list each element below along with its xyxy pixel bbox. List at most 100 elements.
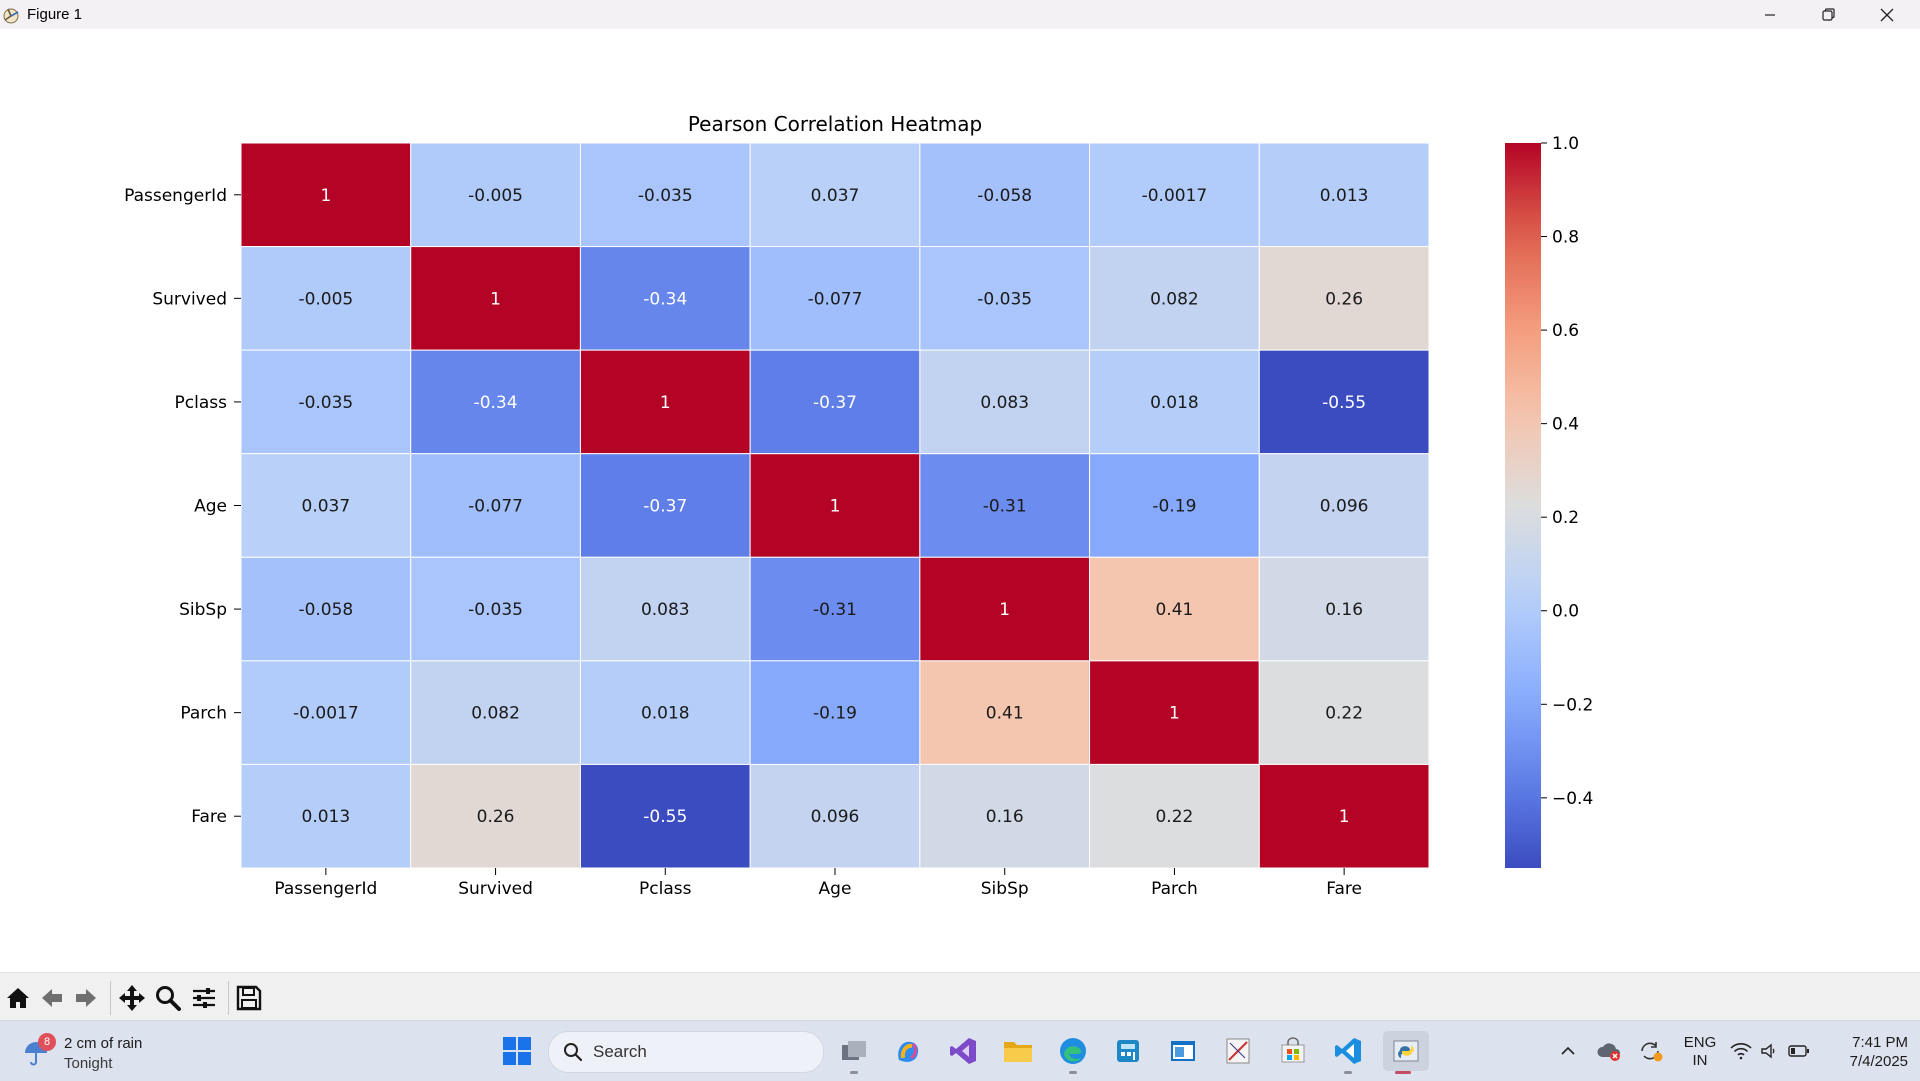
cell-annotation: 1	[660, 393, 671, 413]
cell-annotation: 0.018	[641, 704, 690, 724]
cell-annotation: 0.013	[1320, 186, 1369, 206]
cell-annotation: -0.077	[808, 289, 863, 309]
task-view-button[interactable]	[834, 1031, 874, 1074]
save-button[interactable]	[234, 983, 264, 1013]
file-explorer-button[interactable]	[998, 1031, 1038, 1071]
cell-annotation: 1	[999, 600, 1010, 620]
colorbar-tick-label: 0.0	[1552, 602, 1579, 622]
colorbar-tick-label: 0.4	[1552, 415, 1579, 435]
cell-annotation: -0.035	[298, 393, 353, 413]
heatmap-cell	[579, 349, 751, 455]
cell-annotation: 0.22	[1325, 704, 1363, 724]
start-button[interactable]	[497, 1031, 537, 1071]
heatmap-cell	[1258, 660, 1430, 765]
cell-annotation: 0.018	[1150, 393, 1199, 413]
y-tick-label: Age	[194, 497, 227, 517]
window-titlebar: Figure 1	[0, 0, 1920, 29]
heatmap-cell	[240, 142, 412, 248]
x-tick-label: Pclass	[639, 879, 692, 899]
pan-icon	[119, 985, 145, 1011]
cell-annotation: -0.005	[298, 289, 353, 309]
cell-annotation: -0.31	[813, 600, 857, 620]
weather-forecast: 2 cm of rain	[64, 1035, 143, 1052]
cell-annotation: 0.096	[1320, 497, 1369, 517]
heatmap-cell	[1089, 349, 1260, 455]
cell-annotation: -0.058	[298, 600, 353, 620]
cell-annotation: -0.55	[643, 807, 687, 827]
app-button[interactable]	[1108, 1031, 1148, 1071]
configure-subplots-button[interactable]	[189, 983, 219, 1013]
edge-button[interactable]	[1053, 1031, 1093, 1074]
y-tick-label: Pclass	[175, 393, 228, 413]
heatmap-cell	[410, 763, 581, 869]
cell-annotation: 1	[490, 289, 501, 309]
zoom-button[interactable]	[153, 983, 183, 1013]
back-button[interactable]	[37, 983, 67, 1013]
onedrive-status-button[interactable]	[1594, 1035, 1624, 1067]
heatmap-cell	[1089, 246, 1260, 351]
heatmap-cell	[1258, 142, 1430, 248]
forward-button[interactable]	[71, 983, 101, 1013]
window-app-icon	[1171, 1041, 1195, 1061]
navigation-toolbar	[0, 972, 1920, 1021]
heatmap-chart: Pearson Correlation Heatmap 1 -0.005 -0.035…	[124, 112, 1593, 899]
figure-canvas[interactable]: Pearson Correlation Heatmap 1 -0.005 -0.035…	[0, 29, 1920, 972]
configure-subplots-icon	[193, 988, 215, 1008]
quick-settings-button[interactable]	[1730, 1035, 1810, 1067]
pan-button[interactable]	[117, 983, 147, 1013]
heatmap-cell	[749, 660, 921, 765]
y-tick-label: Survived	[152, 289, 227, 309]
minimize-button[interactable]	[1741, 0, 1799, 29]
app-button[interactable]	[1218, 1031, 1258, 1071]
heatmap-cell	[410, 142, 581, 248]
cell-annotation: 0.037	[302, 497, 351, 517]
system-clock[interactable]: 7:41 PM 7/4/2025	[1818, 1033, 1908, 1071]
heatmap-cell	[749, 349, 921, 455]
language-code: ENG	[1683, 1034, 1717, 1051]
home-button[interactable]	[3, 983, 33, 1013]
window-title: Figure 1	[27, 6, 83, 23]
heatmap-cell	[1258, 246, 1430, 351]
restore-button[interactable]	[1799, 0, 1857, 29]
running-indicator	[1344, 1071, 1352, 1074]
visual-studio-button[interactable]	[943, 1031, 983, 1071]
running-indicator	[850, 1071, 858, 1074]
python-button[interactable]	[1383, 1031, 1429, 1074]
close-icon	[1880, 8, 1894, 21]
calculator-app-icon	[1117, 1040, 1139, 1062]
vscode-button[interactable]	[1328, 1031, 1368, 1074]
heatmap-cell	[410, 453, 581, 558]
input-language-indicator[interactable]: ENG IN	[1680, 1034, 1720, 1070]
cell-annotation: -0.005	[468, 186, 523, 206]
heatmap-cell	[579, 453, 751, 558]
cell-annotation: 0.41	[1155, 600, 1193, 620]
heatmap-cell	[579, 763, 751, 869]
sync-status-button[interactable]	[1636, 1035, 1666, 1067]
x-tick-label: Parch	[1151, 879, 1198, 899]
running-indicator	[1069, 1071, 1077, 1074]
start-icon	[503, 1037, 531, 1065]
close-button[interactable]	[1858, 0, 1916, 29]
heatmap-cell	[240, 246, 412, 351]
edge-icon	[1060, 1038, 1086, 1064]
heatmap-cell	[749, 142, 921, 248]
show-hidden-icons-button[interactable]	[1556, 1035, 1580, 1067]
app-button[interactable]	[1163, 1031, 1203, 1071]
colorbar	[1505, 143, 1541, 868]
file-explorer-icon	[1004, 1042, 1032, 1062]
heatmap-cell	[1089, 660, 1260, 765]
copilot-button[interactable]	[888, 1031, 928, 1071]
vscode-icon	[1335, 1038, 1361, 1064]
taskbar-search[interactable]: Search	[548, 1031, 824, 1073]
cell-annotation: -0.31	[983, 497, 1027, 517]
cell-annotation: -0.34	[643, 289, 687, 309]
cell-annotation: 1	[1339, 807, 1350, 827]
home-icon	[7, 988, 29, 1008]
store-button[interactable]	[1273, 1031, 1313, 1071]
cell-annotation: -0.37	[643, 497, 687, 517]
visual-studio-icon	[950, 1038, 976, 1064]
clock-date: 7/4/2025	[1849, 1053, 1908, 1070]
weather-widget[interactable]: 8 2 cm of rain Tonight	[22, 1027, 172, 1075]
back-arrow-icon	[42, 989, 62, 1007]
matplotlib-app-icon	[3, 8, 19, 24]
